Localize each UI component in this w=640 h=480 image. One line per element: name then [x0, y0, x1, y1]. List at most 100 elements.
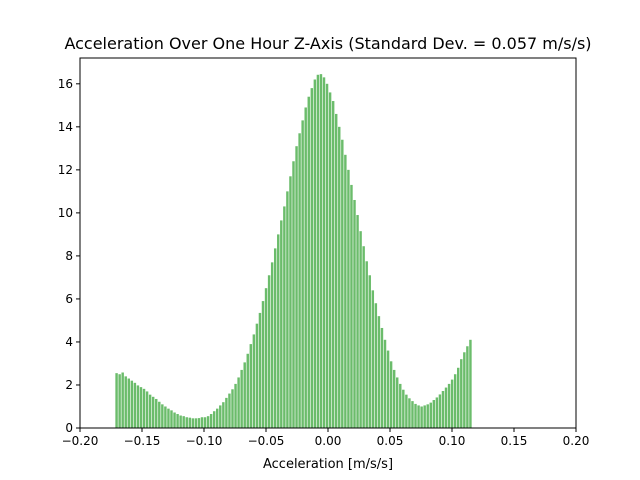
histogram-bar	[176, 414, 179, 428]
histogram-bar	[319, 74, 323, 428]
histogram-bar	[368, 275, 371, 428]
histogram-bar	[304, 107, 307, 428]
histogram-bar	[286, 191, 289, 428]
x-tick-label: 0.15	[501, 434, 528, 448]
histogram-bar	[200, 417, 204, 428]
histogram-bar	[374, 303, 378, 428]
histogram-bar	[295, 146, 298, 428]
histogram-bar	[457, 367, 460, 428]
histogram-bar	[307, 96, 310, 428]
x-tick-label: −0.10	[186, 434, 223, 448]
histogram-bar	[170, 410, 173, 428]
histogram-bar	[386, 350, 390, 428]
histogram-bar	[331, 101, 335, 429]
histogram-bar	[273, 248, 277, 428]
x-tick-label: 0.20	[563, 434, 590, 448]
histogram-bar	[316, 74, 320, 428]
histogram-bar	[359, 231, 362, 428]
histogram-bar	[155, 398, 158, 428]
histogram-bar	[405, 394, 408, 428]
y-tick-label: 10	[58, 206, 73, 220]
bars-group	[115, 74, 472, 429]
histogram-bar	[463, 352, 466, 428]
histogram-bar	[237, 377, 240, 428]
histogram-bar	[392, 369, 396, 428]
histogram-bar	[344, 154, 347, 429]
histogram-bar	[411, 401, 414, 428]
histogram-bar	[212, 411, 216, 428]
y-tick-label: 12	[58, 163, 73, 177]
histogram-bar	[267, 275, 271, 428]
histogram-bar	[209, 414, 213, 428]
histogram-bar	[447, 383, 451, 428]
histogram-bar	[179, 415, 182, 428]
histogram-bar	[426, 404, 429, 428]
histogram-bar	[216, 408, 219, 428]
histogram-bar	[130, 380, 134, 428]
histogram-bar	[194, 418, 198, 428]
histogram-bar	[310, 88, 314, 429]
histogram-bar	[164, 406, 167, 428]
x-tick-label: −0.15	[124, 434, 161, 448]
histogram-bar	[325, 83, 329, 428]
histogram-bar	[118, 374, 121, 428]
y-tick-label: 0	[65, 421, 73, 435]
histogram-bar	[151, 396, 155, 428]
y-tick-label: 4	[65, 335, 73, 349]
histogram-bar	[185, 417, 188, 428]
histogram-bar	[188, 417, 192, 428]
histogram-bar	[173, 412, 176, 428]
y-tick-label: 14	[58, 120, 73, 134]
histogram-bar	[161, 404, 164, 428]
histogram-bar	[380, 327, 384, 428]
histogram-bar	[136, 385, 140, 428]
histogram-bar	[460, 359, 463, 428]
histogram-bar	[423, 405, 426, 428]
y-tick-label: 6	[65, 292, 73, 306]
histogram-bar	[240, 369, 243, 428]
histogram-bar	[362, 246, 365, 428]
histogram-bar	[167, 408, 170, 428]
y-axis-ticks: 0 2 4 6 8 10 12 14 16	[58, 77, 80, 435]
histogram-bar	[350, 184, 353, 428]
histogram-bar	[313, 79, 317, 428]
histogram-bar	[402, 389, 405, 428]
histogram-bar	[365, 261, 368, 428]
histogram-bar	[444, 387, 448, 428]
histogram-bar	[322, 77, 326, 429]
histogram-bar	[139, 387, 143, 428]
histogram-bar	[258, 312, 262, 428]
histogram-bar	[182, 416, 185, 428]
y-tick-label: 8	[65, 249, 73, 263]
histogram-bar	[197, 418, 201, 428]
histogram-bar	[289, 176, 292, 428]
histogram-bar	[453, 374, 457, 428]
histogram-bar	[356, 215, 359, 428]
histogram-bar	[438, 394, 442, 428]
histogram-bar	[414, 403, 417, 428]
histogram-bar	[334, 113, 338, 429]
histogram-bar	[420, 406, 423, 428]
histogram-bar	[371, 290, 375, 428]
histogram-bar	[353, 199, 356, 428]
histogram-bar	[231, 389, 234, 428]
x-axis-ticks: −0.20 −0.15 −0.10 −0.05 0.00 0.05 0.10 0.15 0.20	[62, 428, 590, 448]
histogram-bar	[301, 120, 304, 428]
histogram-bar	[246, 353, 249, 428]
histogram-bar	[148, 394, 152, 428]
histogram-bar	[377, 316, 381, 428]
histogram-bar	[145, 391, 149, 428]
histogram-bar	[399, 383, 402, 428]
histogram-bar	[417, 405, 420, 428]
chart-title: Acceleration Over One Hour Z-Axis (Stand…	[64, 34, 591, 53]
histogram-bar	[383, 339, 387, 428]
histogram-bar	[298, 133, 301, 429]
histogram-bar	[142, 388, 146, 428]
histogram-bar	[270, 262, 274, 428]
histogram-bar	[469, 339, 472, 428]
histogram-bar	[222, 402, 225, 428]
histogram-bar	[435, 397, 439, 428]
histogram-bar	[341, 139, 344, 429]
histogram-bar	[264, 288, 268, 428]
